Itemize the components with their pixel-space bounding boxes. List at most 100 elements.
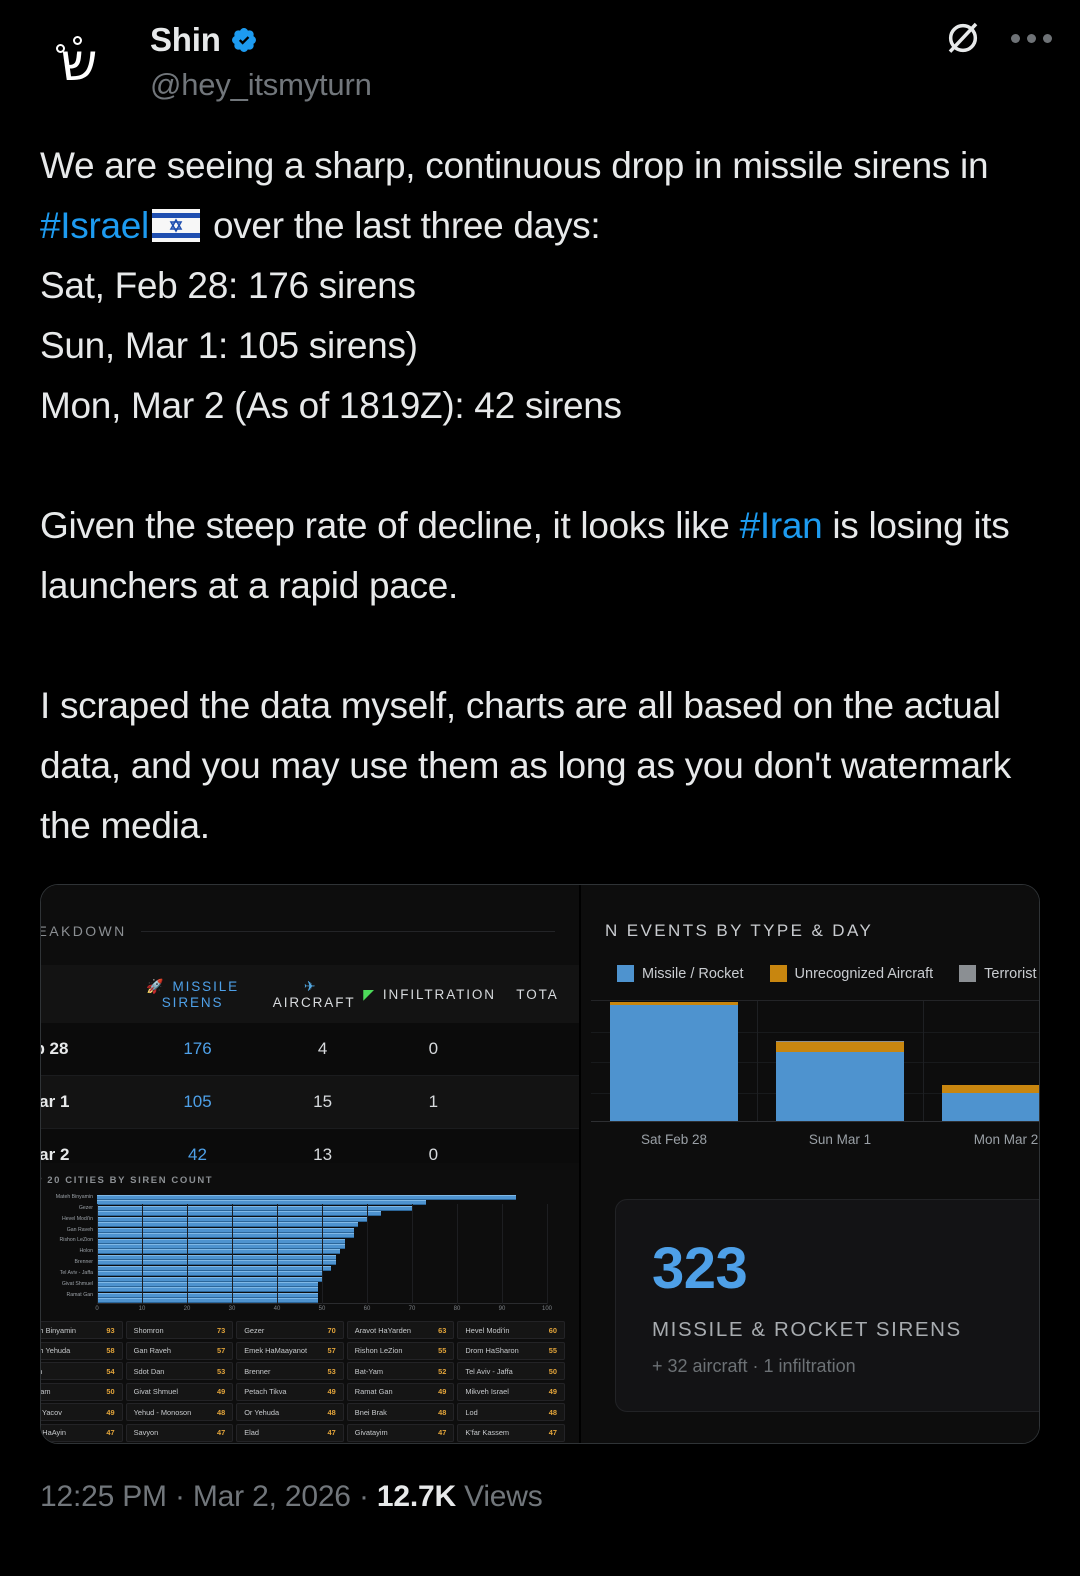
city-cell[interactable]: Or Yehuda 48: [236, 1403, 344, 1421]
embedded-media-dashboard[interactable]: REAKDOWN 🚀MISSILE SIRENS ✈AIRCRAFT ◤INFI…: [40, 884, 1040, 1444]
tweet-date: Mar 2, 2026: [192, 1480, 351, 1513]
legend-item-aircraft[interactable]: Unrecognized Aircraft: [769, 965, 933, 982]
horizontal-bar-row[interactable]: [97, 1222, 547, 1228]
city-cell[interactable]: Bnei Brak 48: [346, 1403, 455, 1421]
author-handle[interactable]: @hey_itsmyturn: [150, 67, 372, 103]
grok-icon[interactable]: [943, 18, 983, 58]
horizontal-bar-row[interactable]: [97, 1276, 547, 1282]
city-cell[interactable]: Brenner 53: [236, 1362, 344, 1380]
city-cell[interactable]: Holon 54: [41, 1362, 123, 1380]
horizontal-bar-row[interactable]: [97, 1211, 547, 1217]
legend-item-infiltration[interactable]: Terrorist Infiltration: [959, 965, 1039, 982]
horizontal-bar-row[interactable]: [97, 1233, 547, 1239]
city-cell[interactable]: Savyon 47: [125, 1423, 234, 1442]
horizontal-bar-row[interactable]: Ramat Gan: [66, 1292, 547, 1298]
city-siren-count: 58: [106, 1346, 115, 1355]
horizontal-bar-row[interactable]: Gan Raveh: [67, 1227, 547, 1233]
city-name: Emek HaMaayanot: [244, 1346, 308, 1355]
bar-column[interactable]: [757, 1001, 923, 1121]
horizontal-bar-fill: [97, 1254, 336, 1260]
tweet-line-1a: We are seeing a sharp, continuous drop i…: [40, 145, 999, 186]
x-axis-tick-label: 80: [453, 1306, 461, 1312]
city-siren-count: 48: [327, 1407, 336, 1417]
city-cell[interactable]: Elad 47: [236, 1423, 344, 1442]
city-siren-count: 50: [106, 1387, 115, 1396]
city-cell[interactable]: Hevel Modi'in 60: [457, 1321, 565, 1339]
hashtag-israel[interactable]: #Israel: [40, 205, 149, 246]
horizontal-bar-row[interactable]: Tel Aviv - Jaffa: [60, 1270, 547, 1277]
horizontal-bar-fill: [97, 1195, 516, 1200]
tweet-line-1b: over the last three days:: [202, 205, 601, 246]
city-name: Or Yehuda: [244, 1407, 280, 1417]
hashtag-iran[interactable]: #Iran: [739, 505, 823, 546]
stat-sublabel: + 32 aircraft · 1 infiltration: [652, 1356, 856, 1376]
horizontal-bar-fill: [97, 1298, 318, 1304]
city-cell[interactable]: Tel Aviv - Jaffa 50: [457, 1362, 565, 1380]
horizontal-bar-row[interactable]: Brenner: [75, 1259, 547, 1266]
horizontal-bar-row[interactable]: [97, 1200, 547, 1206]
grid-line-vertical: [547, 1204, 548, 1304]
city-cell[interactable]: Yehud - Monoson 48: [125, 1403, 234, 1421]
city-cell[interactable]: Mateh Binyamin 93: [41, 1321, 123, 1339]
horizontal-bar-row[interactable]: [97, 1243, 547, 1249]
bar-segment: [942, 1084, 1039, 1094]
city-siren-count: 49: [548, 1387, 557, 1396]
israel-flag-emoji: [151, 200, 200, 242]
city-cell[interactable]: Gan Raveh 57: [125, 1341, 234, 1360]
city-cell[interactable]: Sdot Dan 53: [125, 1362, 234, 1380]
avatar[interactable]: ש: [40, 20, 122, 102]
city-cell[interactable]: Rosh HaAyin 47: [41, 1423, 123, 1442]
bar-column[interactable]: [591, 1001, 757, 1121]
city-siren-count: 93: [106, 1325, 115, 1335]
city-cell[interactable]: K'far Kassem 47: [457, 1423, 565, 1442]
tweet-line-2b: is losing its launchers at a rapid pace.: [40, 505, 1020, 606]
city-cell[interactable]: Shoham 50: [41, 1382, 123, 1401]
table-row: Mar 1 105 15 1: [40, 1076, 579, 1129]
display-name[interactable]: Shin: [150, 21, 221, 58]
city-cell[interactable]: Gezer 70: [236, 1321, 344, 1339]
city-cell[interactable]: Rishon LeZion 55: [346, 1341, 455, 1360]
horizontal-bar-row[interactable]: [97, 1298, 547, 1304]
x-axis-tick-label: 60: [363, 1306, 371, 1312]
city-cell[interactable]: Givat Shmuel 49: [125, 1382, 234, 1401]
city-cell[interactable]: Aravot HaYarden 63: [346, 1321, 455, 1339]
row-day-label: eb 28: [41, 1039, 69, 1058]
horizontal-bar-row[interactable]: Holon: [79, 1249, 547, 1255]
row-day-label: Mar 1: [40, 1092, 70, 1111]
horizontal-bar-row[interactable]: Rishon LeZion: [60, 1238, 547, 1244]
city-cell[interactable]: Shomron 73: [125, 1321, 234, 1339]
horizontal-bar-row[interactable]: [97, 1265, 547, 1271]
tweet-line-2a: Given the steep rate of decline, it look…: [40, 505, 740, 546]
horizontal-bar-row[interactable]: Mateh Binyamin: [56, 1194, 547, 1200]
row-infiltration-value: 1: [428, 1092, 439, 1111]
city-cell[interactable]: Bat-Yam 52: [346, 1362, 455, 1380]
horizontal-bar-row[interactable]: Givat Shmuel: [62, 1281, 547, 1287]
grid-line-vertical: [277, 1204, 278, 1304]
city-siren-count: 55: [438, 1346, 447, 1355]
more-options-icon[interactable]: [1009, 28, 1054, 49]
legend-label-missile: Missile / Rocket: [642, 965, 744, 982]
city-cell[interactable]: Be'er Yacov 49: [41, 1403, 123, 1421]
city-cell[interactable]: Ramat Gan 49: [346, 1382, 455, 1401]
city-name: Rosh HaAyin: [41, 1428, 66, 1437]
col-header-missile-sirens: 🚀 MISSILE SIRENS: [146, 978, 240, 1010]
city-cell[interactable]: Drom HaSharon 55: [457, 1341, 565, 1360]
city-name: Holon: [41, 1367, 42, 1376]
horizontal-bar-row[interactable]: [97, 1254, 547, 1260]
city-cell[interactable]: Petach Tikva 49: [236, 1382, 344, 1401]
bar-column[interactable]: [923, 1001, 1039, 1121]
city-cell[interactable]: Mateh Yehuda 58: [41, 1341, 123, 1360]
tweet-time: 12:25 PM: [40, 1480, 167, 1513]
horizontal-bar-row[interactable]: Gezer: [79, 1205, 547, 1211]
grid-line-vertical: [322, 1204, 323, 1304]
city-cell[interactable]: Lod 48: [457, 1403, 565, 1421]
horizontal-bar-row[interactable]: [97, 1287, 547, 1293]
city-cell[interactable]: Mikveh Israel 49: [457, 1382, 565, 1401]
city-cell[interactable]: Givatayim 47: [346, 1423, 455, 1442]
bar-segment: [776, 1041, 904, 1052]
legend-item-missile[interactable]: Missile / Rocket: [617, 965, 744, 982]
city-siren-count: 60: [548, 1325, 557, 1335]
author-name-row: Shin: [150, 21, 372, 58]
city-siren-count: 53: [216, 1366, 226, 1376]
city-cell[interactable]: Emek HaMaayanot 57: [236, 1341, 344, 1360]
